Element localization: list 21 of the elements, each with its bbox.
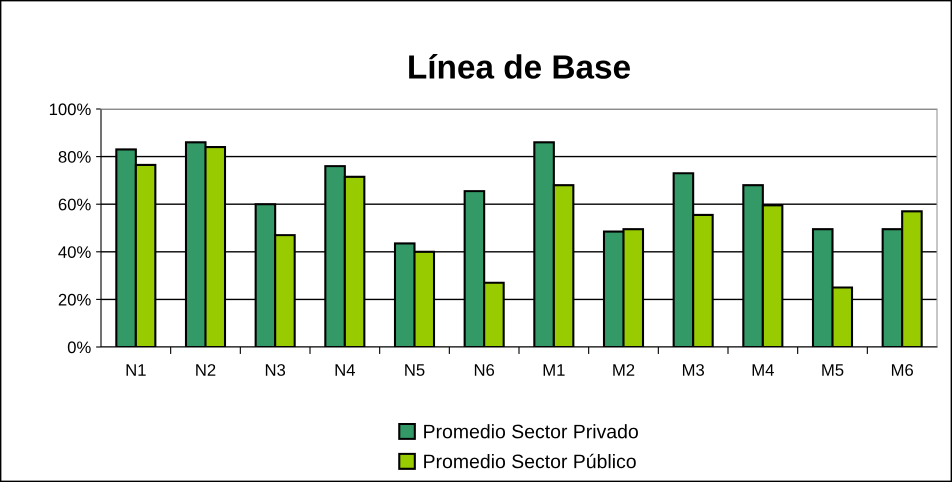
y-tick-label: 40% xyxy=(58,246,91,258)
legend-label: Promedio Sector Privado xyxy=(424,424,638,438)
x-tick-label: M2 xyxy=(613,364,634,376)
x-tick-label: M4 xyxy=(752,364,774,376)
x-tick-label: N2 xyxy=(196,364,216,376)
x-tick-label: M3 xyxy=(682,364,704,376)
x-tick-label: N4 xyxy=(336,364,355,376)
x-tick-label: N1 xyxy=(126,364,146,376)
y-tick-label: 80% xyxy=(58,151,91,163)
y-tick-label: 0% xyxy=(68,341,91,354)
x-tick-label: N5 xyxy=(405,364,424,376)
y-tick-label: 60% xyxy=(58,198,91,210)
y-tick-label: 20% xyxy=(58,294,91,306)
x-tick-label: N3 xyxy=(266,364,286,376)
x-tick-label: M6 xyxy=(892,364,914,376)
x-tick-label: M1 xyxy=(544,364,565,376)
legend-label: Promedio Sector Público xyxy=(424,454,636,468)
y-tick-label: 100% xyxy=(50,103,91,116)
chart-title: Línea de Base xyxy=(409,54,630,79)
x-tick-label: N6 xyxy=(474,364,494,376)
x-tick-label: M5 xyxy=(822,364,844,376)
